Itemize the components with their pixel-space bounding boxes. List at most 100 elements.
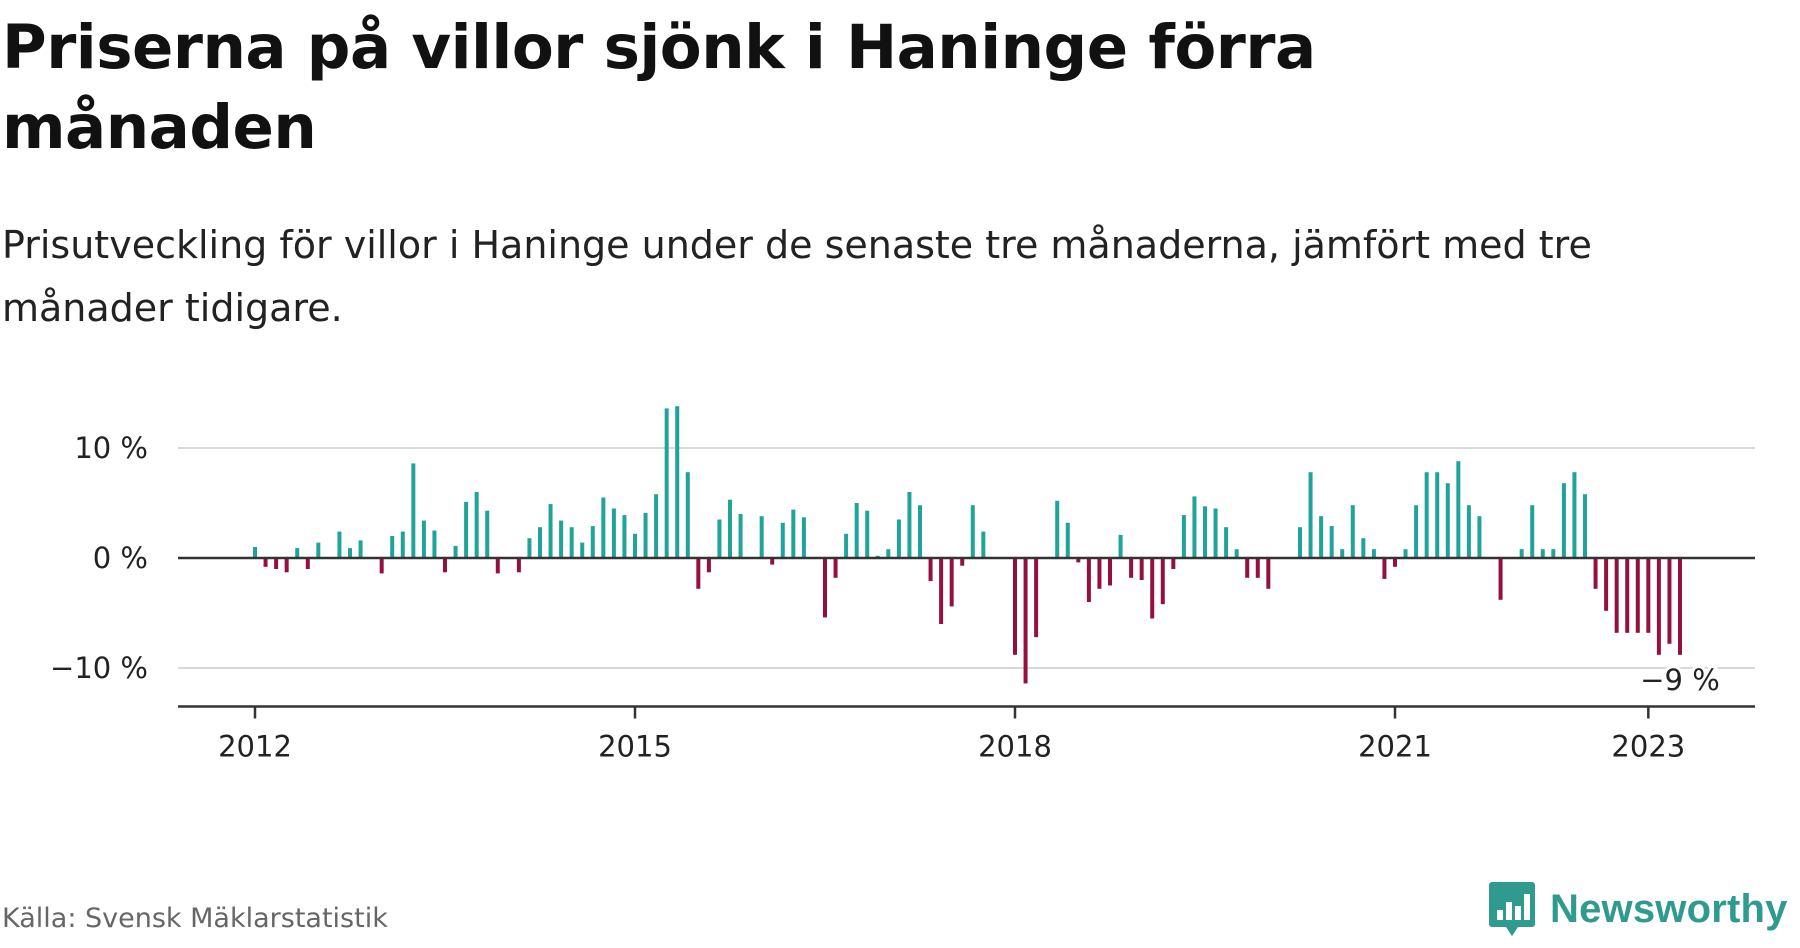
bar: [896, 519, 901, 558]
bar: [611, 508, 616, 558]
bar: [823, 558, 827, 618]
bar: [337, 531, 342, 558]
bar: [305, 558, 310, 569]
x-tick-label: 2018: [978, 730, 1052, 764]
bar: [358, 540, 363, 558]
bar: [443, 558, 447, 573]
bar: [453, 545, 458, 558]
bar: [1646, 558, 1651, 633]
bar: [738, 514, 743, 558]
bar: [1065, 522, 1070, 558]
bar: [791, 509, 796, 558]
bar: [1424, 472, 1429, 558]
bar: [1023, 558, 1028, 684]
bar: [918, 505, 922, 558]
bar: [1013, 558, 1017, 655]
bar: [1245, 558, 1250, 578]
bar: [559, 520, 564, 558]
bar: [1329, 526, 1334, 558]
bar: [1118, 534, 1123, 558]
bar: [1055, 500, 1060, 558]
bar: [780, 522, 785, 558]
bar: [1667, 558, 1672, 644]
bar: [1340, 549, 1345, 558]
bar: [390, 536, 395, 558]
bar: [1139, 558, 1144, 580]
newsworthy-logo-text: Newsworthy: [1550, 886, 1788, 931]
bar: [1625, 558, 1630, 633]
bar: [464, 501, 469, 558]
bar: [348, 548, 352, 558]
bar: [590, 526, 595, 558]
bar: [1171, 558, 1176, 569]
bar: [1477, 516, 1482, 558]
bar: [1678, 558, 1682, 655]
bar: [538, 527, 542, 558]
bar: [1551, 549, 1556, 558]
bar: [759, 516, 764, 558]
bar: [1456, 461, 1461, 558]
bar: [421, 520, 426, 558]
bar: [928, 558, 933, 582]
bar: [527, 538, 532, 558]
bar: [1361, 538, 1366, 558]
bar: [1435, 472, 1440, 558]
bar: [295, 548, 300, 558]
bar: [1445, 483, 1450, 558]
bar: [263, 558, 268, 567]
bar: [706, 558, 711, 573]
bar: [1382, 558, 1387, 579]
bar: [960, 558, 965, 566]
bar: [1308, 472, 1313, 558]
bar: [1203, 506, 1207, 558]
bar: [1266, 558, 1271, 589]
bar: [939, 558, 944, 624]
bar: [801, 517, 806, 558]
bar: [770, 558, 775, 565]
chart-title: Priserna på villor sjönk i Haninge förra…: [2, 12, 1316, 163]
bar: [865, 510, 870, 558]
x-tick-label: 2021: [1358, 730, 1432, 764]
bar: [970, 505, 975, 558]
bar: [1519, 549, 1524, 558]
bar: [854, 503, 859, 558]
y-tick-label: −10 %: [50, 651, 148, 685]
newsworthy-logo-icon: [1489, 882, 1535, 936]
bar: [1086, 558, 1091, 602]
bar: [1150, 558, 1155, 619]
bar: [1160, 558, 1165, 605]
bar: [601, 497, 606, 558]
bar: [569, 527, 574, 558]
bar: [1350, 505, 1355, 558]
source-note: Källa: Svensk Mäklarstatistik: [2, 903, 388, 934]
bar: [1234, 549, 1239, 558]
bar: [685, 472, 690, 558]
bar: [844, 533, 849, 558]
bar: [1097, 558, 1102, 589]
chart-subtitle: Prisutveckling för villor i Haninge unde…: [2, 223, 1592, 330]
bar: [1530, 505, 1535, 558]
bar: [411, 463, 416, 558]
bar: [1298, 527, 1302, 558]
bar: [728, 499, 732, 558]
bar: [253, 547, 257, 558]
bar: [633, 533, 637, 558]
bar: [495, 558, 500, 574]
bar: [1403, 549, 1408, 558]
bar: [400, 531, 405, 558]
bar: [1498, 558, 1503, 600]
bar: [1393, 558, 1397, 567]
bar: [1255, 558, 1260, 578]
bar: [1181, 515, 1186, 558]
bar: [274, 558, 279, 569]
bar: [1192, 496, 1197, 558]
bar: [1414, 505, 1419, 558]
y-tick-label: 0 %: [93, 541, 148, 575]
bar: [981, 531, 986, 558]
bar: [675, 406, 680, 558]
bar: [1371, 549, 1376, 558]
bar: [1466, 505, 1471, 558]
bar: [1076, 558, 1081, 563]
bar: [696, 558, 701, 589]
y-tick-label: 10 %: [74, 431, 148, 465]
